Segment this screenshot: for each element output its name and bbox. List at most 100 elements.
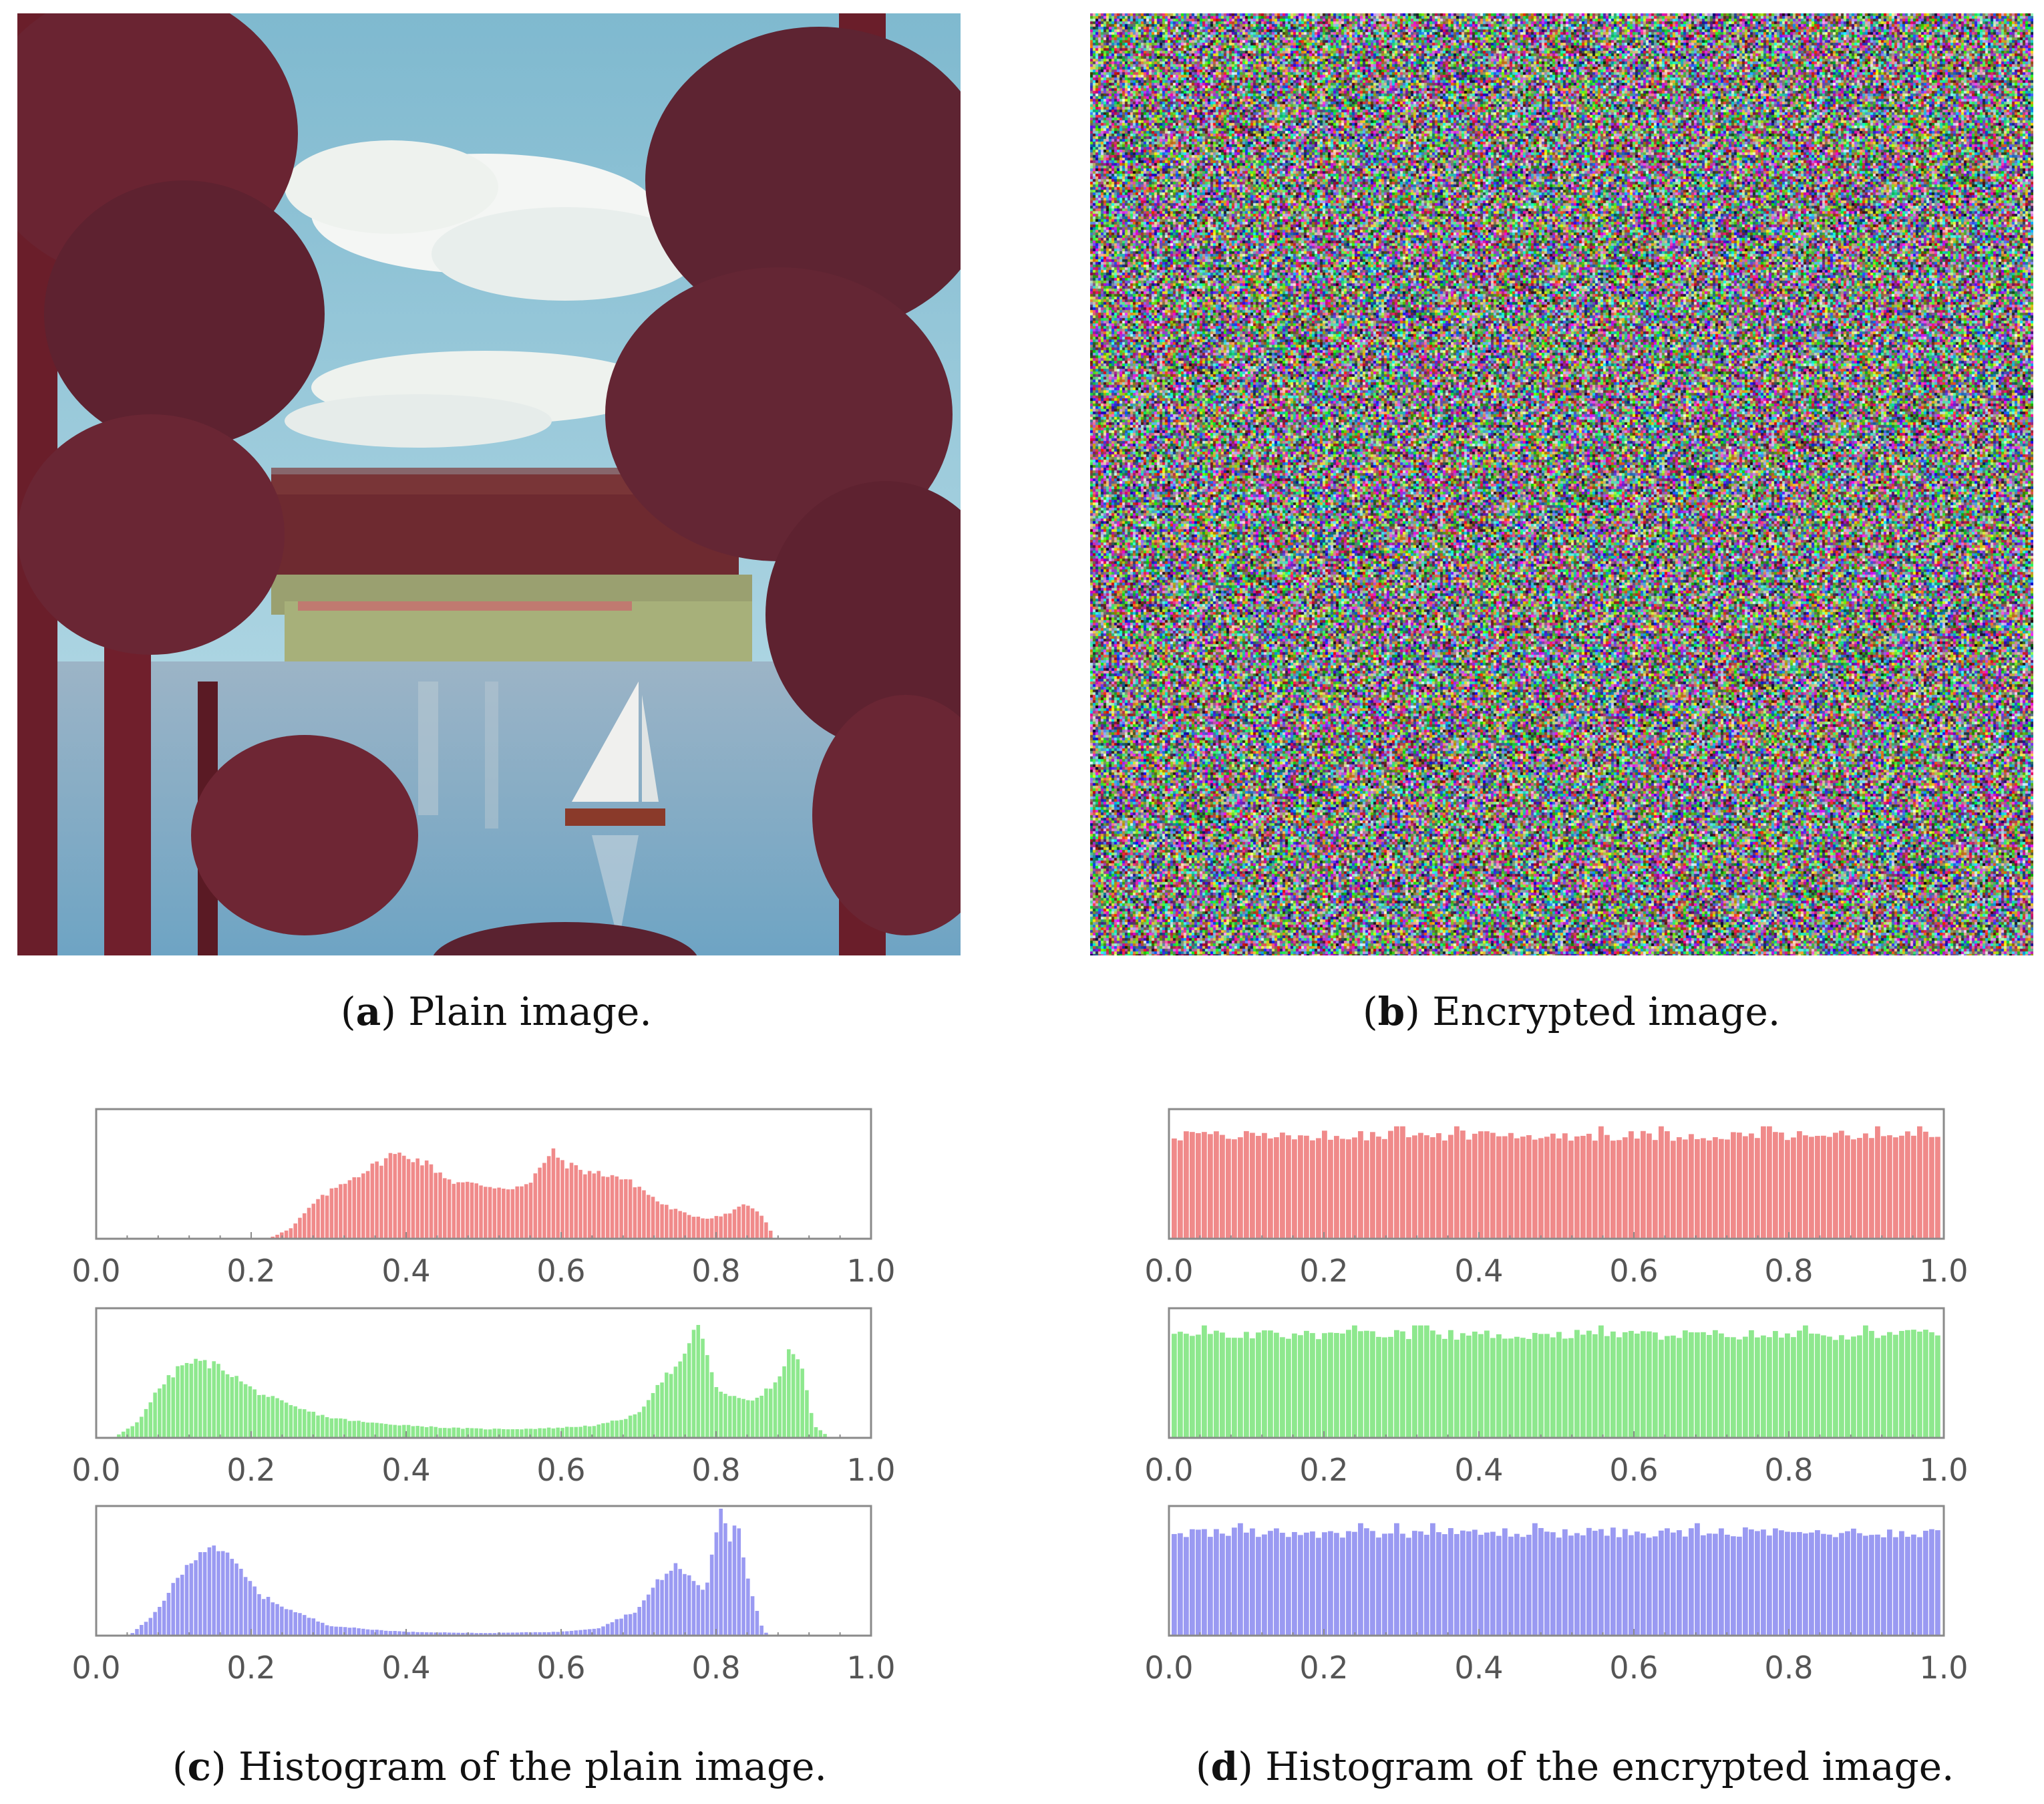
histogram-bar — [651, 1392, 655, 1438]
histogram-bar — [1923, 1531, 1928, 1636]
histogram-bar — [239, 1568, 243, 1636]
histogram-bar — [764, 1388, 768, 1438]
histogram-bar — [1274, 1137, 1279, 1239]
histogram-bar — [1586, 1133, 1592, 1239]
histogram-bar — [1598, 1126, 1604, 1239]
histogram-bar — [1412, 1531, 1417, 1636]
histogram-bar — [1604, 1336, 1610, 1438]
histogram-bar — [1214, 1529, 1219, 1636]
histogram-bar — [732, 1396, 737, 1438]
histogram-bar — [597, 1424, 601, 1438]
histogram-bar — [1665, 1131, 1670, 1239]
histogram-bar — [302, 1409, 307, 1438]
histogram-bar — [325, 1625, 329, 1636]
histogram-bar — [461, 1632, 465, 1636]
histogram-bar — [1574, 1330, 1580, 1438]
histogram-bar — [1244, 1532, 1249, 1636]
histogram-bar — [759, 1626, 763, 1636]
histogram-bar — [321, 1414, 325, 1438]
histogram-bar — [1875, 1338, 1880, 1438]
histogram-bar — [370, 1163, 375, 1239]
histogram-bar — [1202, 1132, 1207, 1239]
histogram-bar — [1574, 1533, 1580, 1636]
histogram-bar — [383, 1424, 388, 1438]
histogram-bar — [388, 1631, 393, 1636]
histogram-bar — [424, 1160, 429, 1239]
histogram-bar — [212, 1545, 216, 1636]
histogram-bar — [1232, 1139, 1237, 1239]
histogram-bar — [737, 1398, 741, 1438]
histogram-bar — [474, 1428, 479, 1438]
histogram-bar — [180, 1365, 184, 1438]
histogram-bar — [1280, 1533, 1285, 1636]
histogram-bar — [696, 1585, 701, 1636]
histogram-bar — [1677, 1137, 1682, 1239]
histogram-bar — [755, 1610, 759, 1636]
histogram-bar — [1857, 1533, 1862, 1636]
caption-c-letter: c — [187, 1744, 211, 1789]
histogram-bar — [737, 1528, 741, 1636]
tick-label: 0.4 — [381, 1452, 430, 1488]
tick-label: 0.0 — [1144, 1253, 1193, 1289]
histogram-bar — [1370, 1132, 1375, 1239]
histogram-bar — [492, 1188, 497, 1239]
histogram-bar — [1911, 1534, 1916, 1636]
histogram-bar — [597, 1171, 601, 1239]
histogram-bar — [180, 1574, 184, 1636]
histogram-bar — [284, 1609, 289, 1636]
histogram-bar — [230, 1377, 234, 1438]
histogram-bar — [1893, 1137, 1898, 1239]
histogram-bar — [465, 1181, 470, 1239]
histogram-bar — [343, 1418, 347, 1438]
histogram-bar — [1352, 1325, 1357, 1438]
histogram-bar — [1719, 1333, 1724, 1438]
histogram-bar — [456, 1632, 460, 1636]
histogram-bar — [1737, 1339, 1742, 1438]
histogram-bar — [1568, 1338, 1574, 1438]
histogram-bar — [298, 1217, 302, 1239]
tick-label: 0.2 — [1299, 1650, 1348, 1686]
histogram-bar — [719, 1509, 723, 1636]
histogram-bar — [719, 1216, 723, 1239]
histogram-bar — [365, 1629, 370, 1636]
histogram-bar — [1887, 1332, 1892, 1438]
histogram-bar — [1328, 1531, 1333, 1636]
histogram-bar — [1460, 1131, 1466, 1239]
histogram-bar — [814, 1426, 818, 1438]
caption-c-text: ) Histogram of the plain image. — [210, 1744, 827, 1789]
histogram-bar — [1376, 1336, 1381, 1438]
histogram-bar — [1713, 1330, 1718, 1438]
tick-label: 0.0 — [1144, 1452, 1193, 1488]
histogram-bar — [578, 1169, 582, 1239]
histogram-bar — [538, 1428, 542, 1438]
histogram-bar — [678, 1211, 682, 1239]
histogram-bar — [1250, 1338, 1255, 1438]
histogram-bar — [642, 1190, 646, 1239]
histogram-bar — [334, 1418, 338, 1438]
histogram-bar — [135, 1629, 139, 1636]
histogram-bar — [329, 1626, 334, 1636]
histogram-bar — [628, 1614, 633, 1636]
histogram-bar — [1478, 1535, 1484, 1636]
histogram-bar — [1454, 1126, 1460, 1239]
histogram-bar — [696, 1216, 701, 1239]
histogram-bar — [1725, 1337, 1730, 1438]
histogram-bar — [1358, 1331, 1363, 1438]
histogram-bar — [1851, 1139, 1856, 1239]
histogram-bar — [714, 1215, 719, 1239]
histogram-bar — [497, 1187, 501, 1239]
histogram-bar — [1923, 1330, 1928, 1438]
histogram-bar — [379, 1165, 383, 1239]
histogram-bar — [1502, 1338, 1508, 1438]
histogram-bar — [655, 1201, 660, 1239]
histogram-bar — [220, 1370, 225, 1438]
histogram-bar — [642, 1600, 646, 1636]
histogram-bar — [624, 1179, 628, 1239]
histogram-bar — [365, 1171, 370, 1239]
histogram-bar — [1731, 1337, 1736, 1438]
histogram-bar — [1544, 1531, 1550, 1636]
histogram-bar — [461, 1429, 465, 1438]
histogram-bar — [1731, 1536, 1736, 1636]
histogram-bar — [1809, 1137, 1814, 1239]
histogram-bar — [665, 1573, 669, 1636]
